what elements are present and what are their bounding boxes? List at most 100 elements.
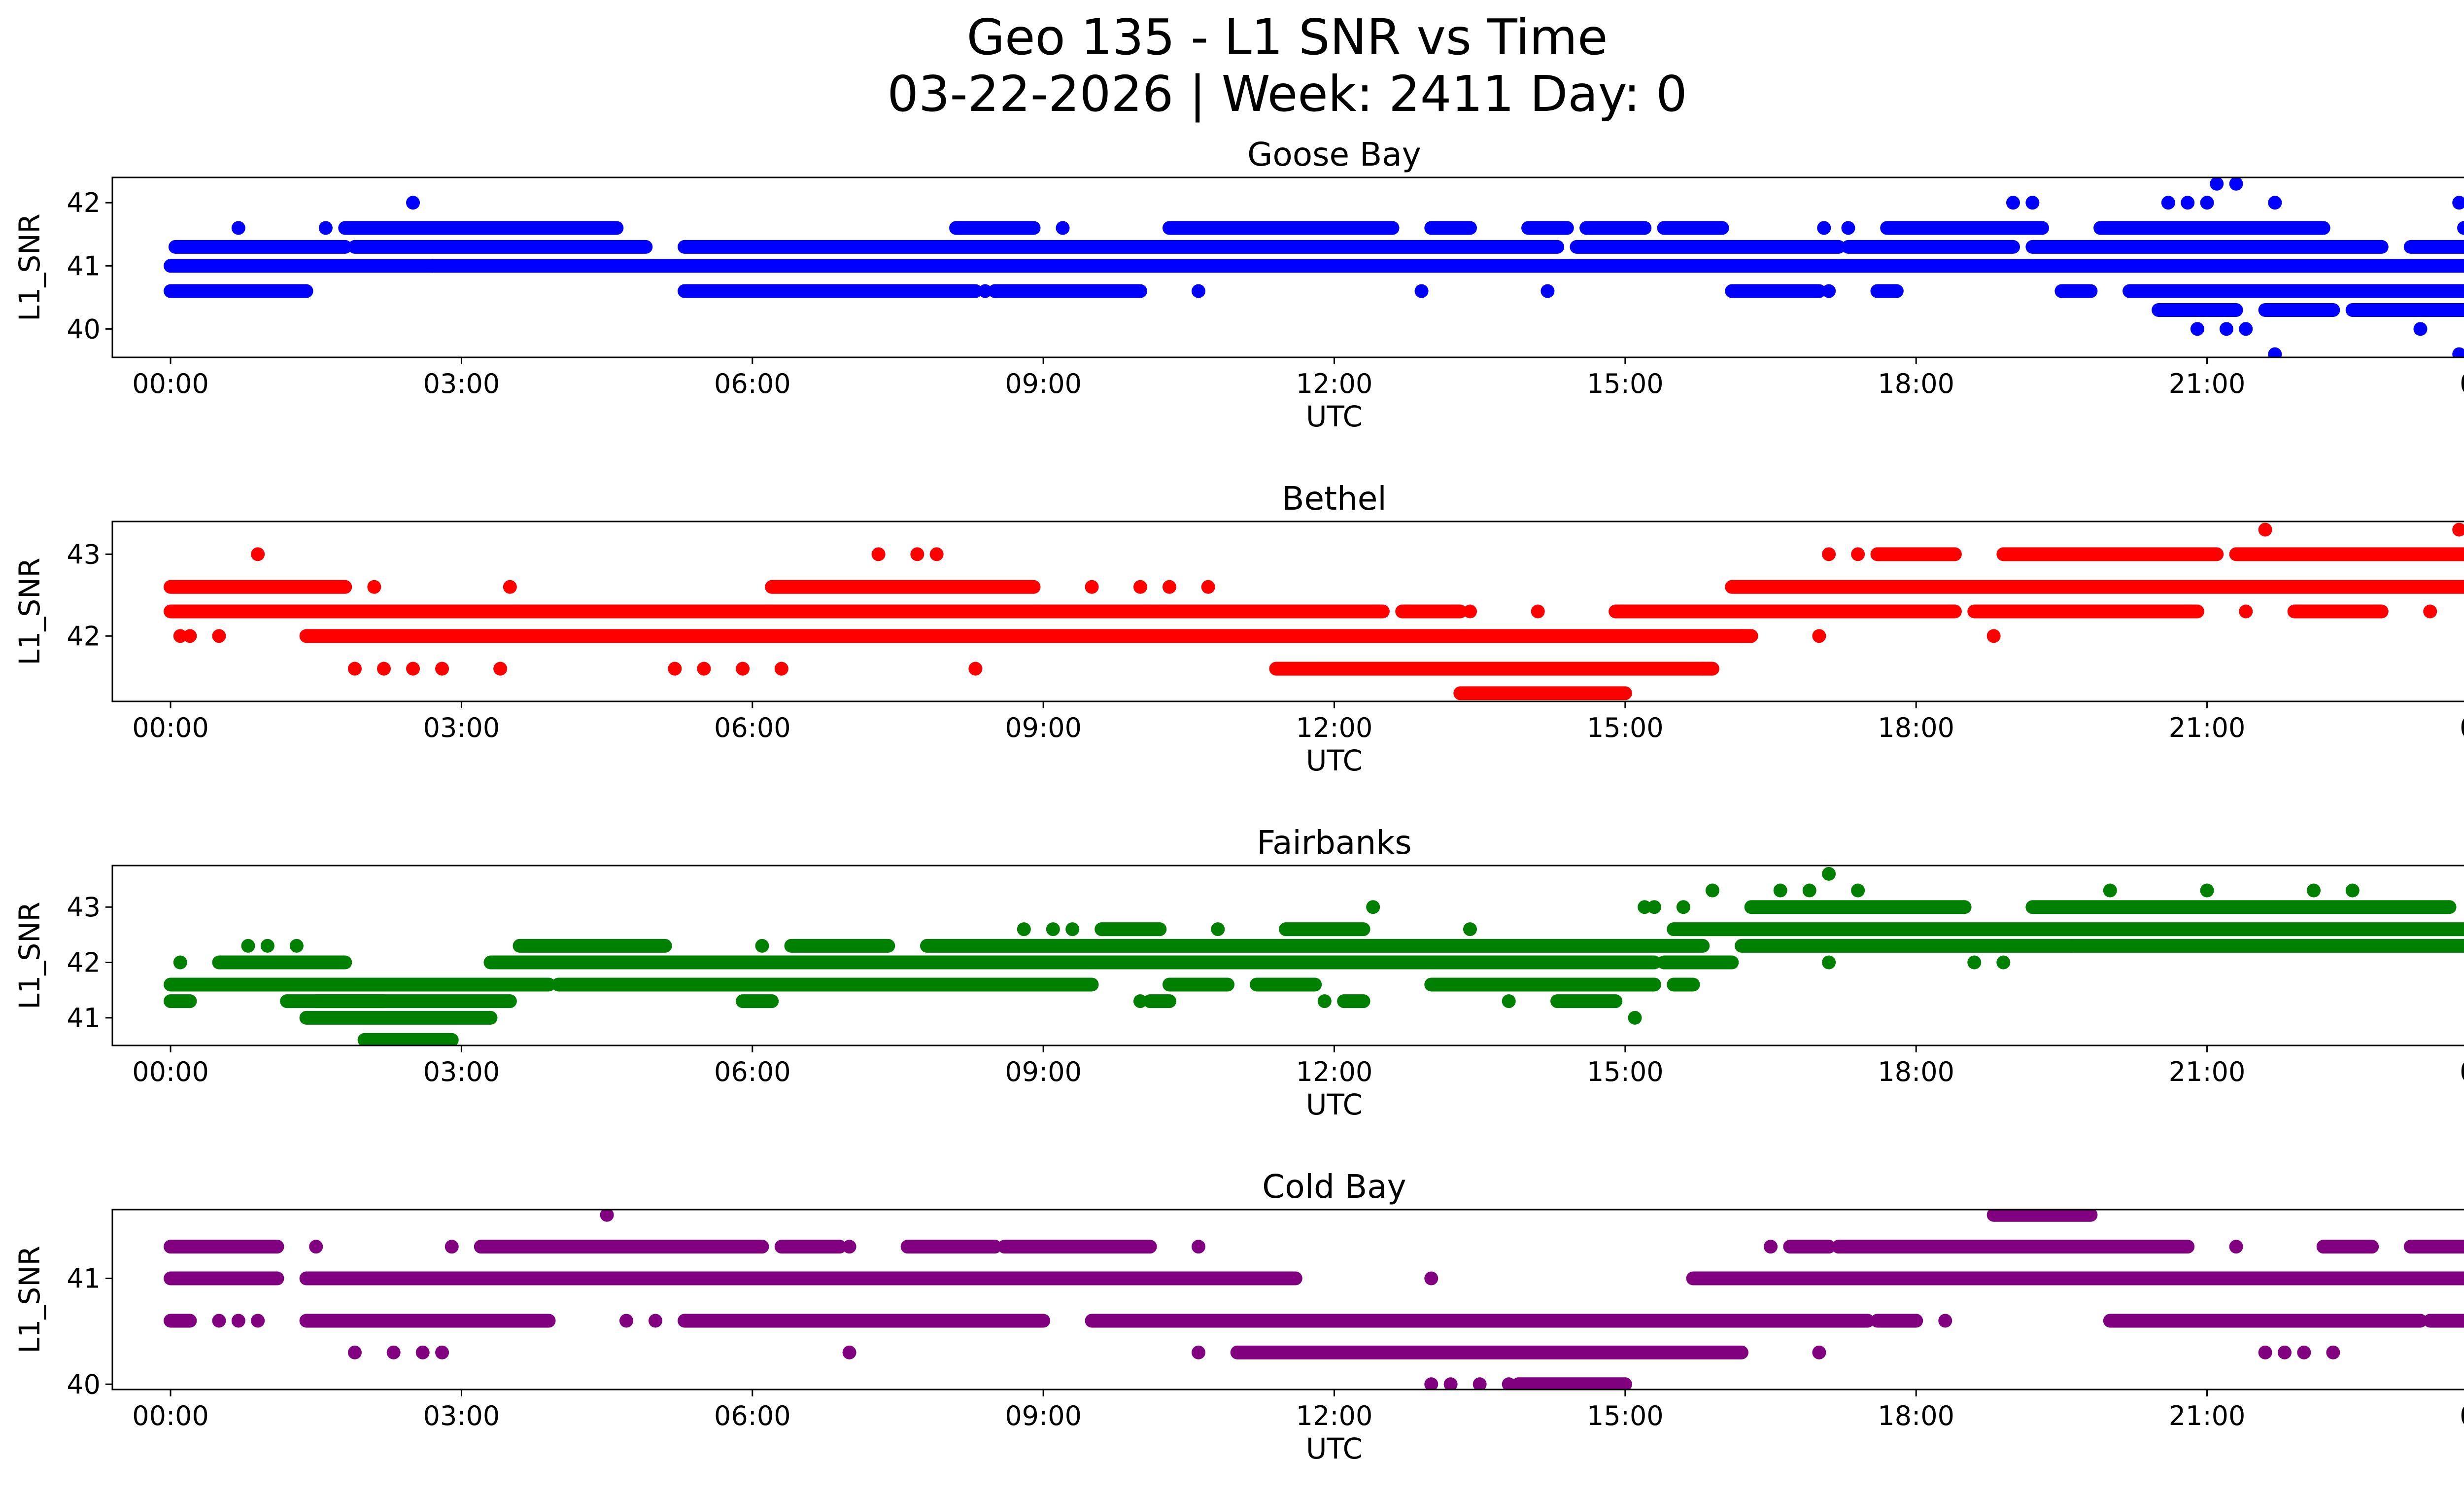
data-point xyxy=(2190,322,2204,336)
data-point-run xyxy=(164,580,352,594)
data-point xyxy=(2457,221,2464,235)
data-point xyxy=(2229,1240,2243,1254)
data-point-run xyxy=(1424,977,1661,992)
data-point xyxy=(2239,322,2253,336)
data-point xyxy=(736,661,750,676)
data-point-run xyxy=(1880,221,2050,235)
data-point-run xyxy=(1143,994,1176,1008)
data-point-run xyxy=(2122,284,2464,298)
data-point xyxy=(1540,284,1555,298)
data-point xyxy=(1201,580,1215,594)
data-point-run xyxy=(1996,547,2224,561)
data-point xyxy=(318,221,333,235)
data-point-run xyxy=(2103,1314,2428,1328)
data-point-run xyxy=(1550,994,1623,1008)
data-point xyxy=(1366,900,1380,914)
data-point-run xyxy=(2287,604,2389,619)
data-point xyxy=(2326,1345,2340,1359)
data-point-run xyxy=(678,240,1565,254)
data-point-run xyxy=(164,1240,284,1254)
data-point xyxy=(2413,322,2428,336)
x-tick-label: 09:00 xyxy=(1005,1056,1082,1087)
data-point-run xyxy=(164,284,313,298)
data-point-run xyxy=(1230,1345,1748,1359)
data-point-run xyxy=(774,1240,847,1254)
data-point-run xyxy=(1870,547,1962,561)
x-tick-label: 06:00 xyxy=(714,368,791,399)
scatter-series xyxy=(164,867,2464,1045)
data-point xyxy=(251,1314,265,1328)
data-point-run xyxy=(1783,1240,1836,1254)
data-point xyxy=(1133,580,1147,594)
data-point xyxy=(2229,177,2243,191)
data-point xyxy=(1443,1377,1458,1390)
data-point xyxy=(1802,883,1816,898)
data-point xyxy=(2423,604,2437,619)
data-point xyxy=(2452,347,2464,357)
data-point-run xyxy=(1667,977,1700,992)
data-point xyxy=(2064,939,2079,953)
data-point xyxy=(2239,604,2253,619)
data-point-run xyxy=(1085,1314,1875,1328)
data-point-run xyxy=(2345,303,2464,317)
subplot-cold-bay: Cold Bay 00:00 03:00 06:00 09:00 12:00 15:00 18… xyxy=(13,1168,2464,1465)
data-point xyxy=(2452,522,2464,537)
data-point-run xyxy=(949,221,1041,235)
data-point-run xyxy=(1986,1210,2098,1222)
data-point xyxy=(1424,1271,1438,1286)
x-tick-label: 00:00 xyxy=(2460,712,2464,743)
data-point-run xyxy=(347,240,653,254)
data-point-run xyxy=(357,1033,459,1045)
x-tick-label: 06:00 xyxy=(714,1056,791,1087)
data-point-run xyxy=(2152,303,2243,317)
data-point xyxy=(2219,322,2233,336)
data-point xyxy=(1773,883,1787,898)
data-point xyxy=(406,196,420,210)
x-tick-label: 09:00 xyxy=(1005,1400,1082,1431)
data-point xyxy=(1046,922,1060,937)
x-tick-label: 03:00 xyxy=(423,1400,500,1431)
data-point-run xyxy=(1744,900,1972,914)
data-point xyxy=(289,939,304,953)
data-point xyxy=(1676,900,1690,914)
y-axis-label: L1_SNR xyxy=(13,213,46,321)
data-point-run xyxy=(474,1240,769,1254)
data-point xyxy=(1696,661,1710,676)
x-tick-label: 12:00 xyxy=(1296,1400,1373,1431)
data-point xyxy=(900,977,915,992)
data-point xyxy=(183,629,197,643)
data-point-run xyxy=(2093,221,2330,235)
data-point xyxy=(1317,994,1332,1008)
data-point xyxy=(435,661,449,676)
data-point-run xyxy=(164,994,197,1008)
data-point xyxy=(212,629,226,643)
data-point xyxy=(968,661,983,676)
data-point xyxy=(2307,303,2321,317)
y-tick-label: 42 xyxy=(67,947,101,978)
data-point xyxy=(173,955,187,970)
y-tick-label: 43 xyxy=(67,539,101,570)
data-point xyxy=(1638,900,1652,914)
data-point xyxy=(1502,1377,1516,1390)
y-tick-label: 41 xyxy=(67,1263,101,1294)
y-tick-label: 41 xyxy=(67,250,101,281)
x-tick-label: 15:00 xyxy=(1587,368,1664,399)
x-tick-label: 21:00 xyxy=(2169,1400,2246,1431)
x-tick-label: 09:00 xyxy=(1005,712,1082,743)
x-tick-label: 03:00 xyxy=(423,368,500,399)
data-point xyxy=(435,1345,449,1359)
data-point-run xyxy=(164,977,556,992)
data-point xyxy=(871,547,886,561)
data-point xyxy=(406,661,420,676)
data-point xyxy=(2258,522,2272,537)
data-point xyxy=(1812,629,1826,643)
data-point-run xyxy=(678,1314,1051,1328)
data-point xyxy=(2307,883,2321,898)
x-tick-label: 12:00 xyxy=(1296,712,1373,743)
data-point xyxy=(1192,284,1205,298)
x-tick-label: 00:00 xyxy=(2460,1056,2464,1087)
data-point xyxy=(1851,883,1865,898)
data-point-run xyxy=(280,994,391,1008)
data-point xyxy=(347,661,362,676)
data-point xyxy=(1531,604,1545,619)
